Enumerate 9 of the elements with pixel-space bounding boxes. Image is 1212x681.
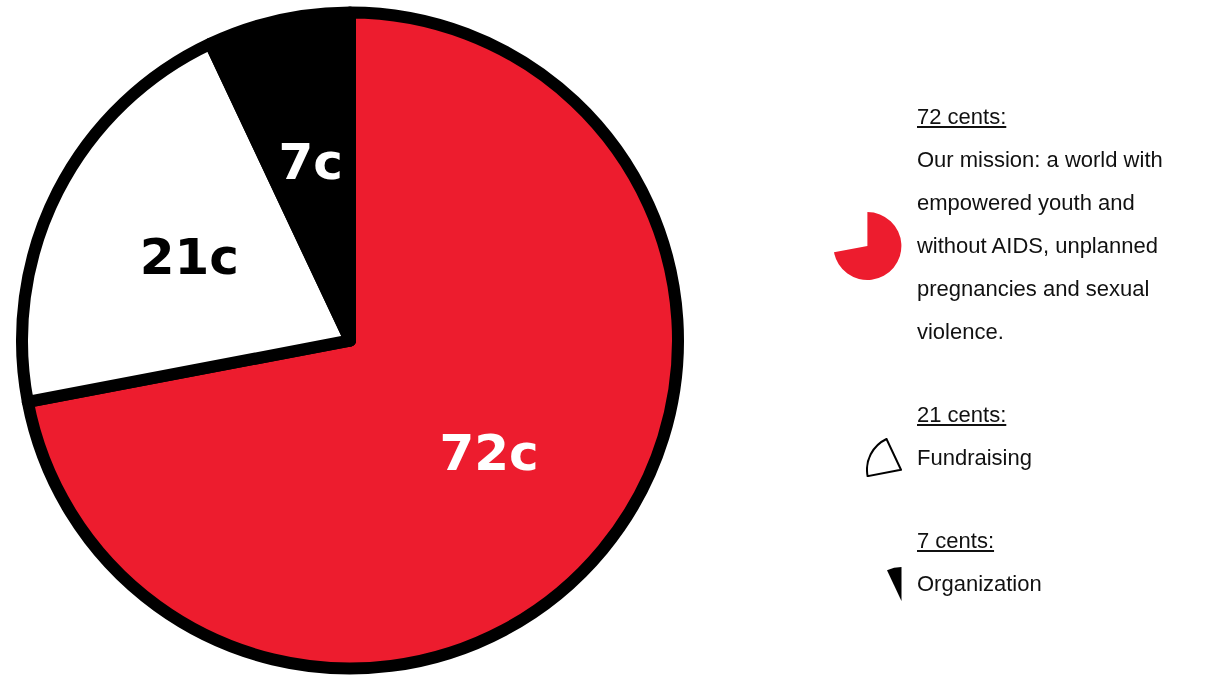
text: 72 cents:	[917, 103, 1008, 131]
legend-label: Organization	[916, 570, 1043, 598]
legend-label: Fundraising	[917, 444, 1033, 472]
slice-label: Our mission: a world with empowered youth and without AIDS, unplanned pregnancies and sexual violence.	[916, 146, 1164, 346]
data-label: 7c	[278, 133, 343, 192]
text: 7 cents:	[917, 527, 996, 555]
data-label: 72c	[439, 424, 539, 483]
text: 21 cents:	[917, 401, 1008, 429]
data-label: 21c	[139, 227, 239, 286]
